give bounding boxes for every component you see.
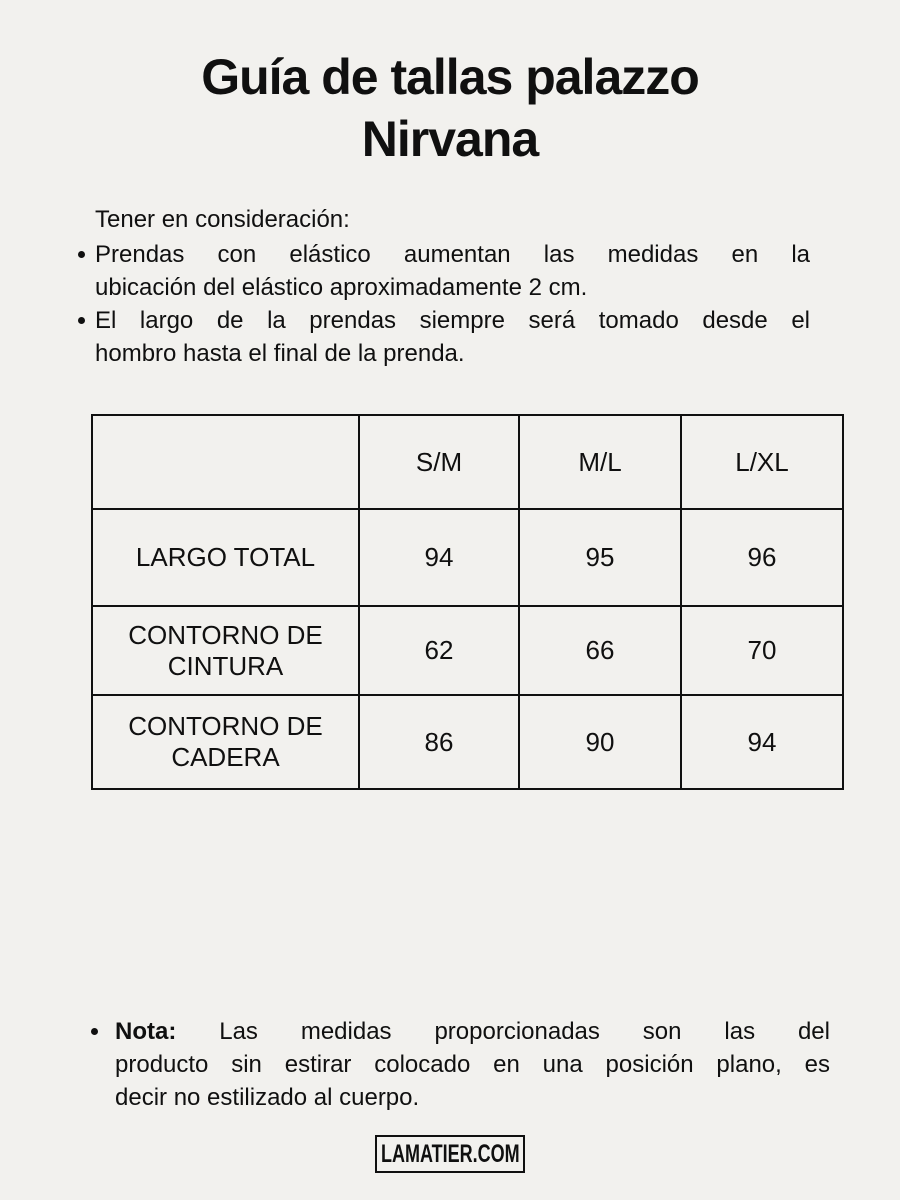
row-label-line: CONTORNO DE: [128, 619, 323, 650]
brand-wordmark: LAMATIER.COM: [380, 1139, 520, 1168]
note-section: Nota: Las medidas proporcionadas son las…: [91, 1015, 830, 1114]
row-label-contorno-cintura: CONTORNO DE CINTURA: [91, 605, 360, 696]
column-header-lxl: L/XL: [680, 414, 844, 510]
row-label-contorno-cadera: CONTORNO DE CADERA: [91, 694, 360, 790]
row-label-line: CADERA: [171, 742, 280, 772]
table-cell: 62: [358, 605, 520, 696]
note-line1-rest: Las medidas proporcionadas son las del: [219, 1018, 830, 1045]
corner-cell: [91, 414, 360, 510]
column-header-ml: M/L: [518, 414, 682, 510]
note-text-line: Nota: Las medidas proporcionadas son las…: [115, 1015, 830, 1048]
table-header-row: S/M M/L L/XL: [91, 414, 844, 510]
table-cell: 96: [680, 508, 844, 607]
row-label-line: CINTURA: [167, 650, 284, 681]
page-title-line2: Nirvana: [361, 111, 539, 167]
table-row: CONTORNO DE CINTURA 62 66 70: [91, 605, 844, 696]
list-item: Prendas con elástico aumentan las medida…: [78, 238, 810, 304]
considerations-heading: Tener en consideración:: [95, 206, 350, 233]
bullet-text-line: ubicación del elástico aproximadamente 2…: [95, 274, 588, 301]
considerations-list: Prendas con elástico aumentan las medida…: [78, 238, 810, 370]
bullet-text-line: hombro hasta el final de la prenda.: [95, 340, 465, 367]
column-header-sm: S/M: [358, 414, 520, 510]
table-cell: 70: [680, 605, 844, 696]
table-row: CONTORNO DE CADERA 86 90 94: [91, 694, 844, 790]
list-item: El largo de la prendas siempre será toma…: [78, 304, 810, 370]
note-label: Nota:: [115, 1018, 177, 1045]
table-cell: 94: [358, 508, 520, 607]
page-title: Guía de tallas palazzo Nirvana: [0, 46, 900, 170]
brand-box: LAMATIER.COM: [375, 1135, 525, 1173]
table-cell: 90: [518, 694, 682, 790]
considerations-section: Tener en consideración: Prendas con elás…: [78, 203, 810, 370]
page-title-line1: Guía de tallas palazzo: [201, 49, 700, 105]
table-cell: 94: [680, 694, 844, 790]
table-row: LARGO TOTAL 94 95 96: [91, 508, 844, 607]
note-text-line: producto sin estirar colocado en una pos…: [115, 1051, 830, 1078]
bullet-text-line: Prendas con elástico aumentan las medida…: [95, 241, 810, 268]
size-table: S/M M/L L/XL LARGO TOTAL 94 95 96 CONTOR…: [91, 414, 844, 790]
row-label-line: LARGO TOTAL: [135, 542, 316, 572]
row-label-line: CONTORNO DE: [128, 711, 323, 741]
table-cell: 95: [518, 508, 682, 607]
note-text-line: decir no estilizado al cuerpo.: [115, 1084, 420, 1111]
row-label-largo-total: LARGO TOTAL: [91, 508, 360, 607]
table-cell: 86: [358, 694, 520, 790]
bullet-text-line: El largo de la prendas siempre será toma…: [95, 307, 810, 334]
table-cell: 66: [518, 605, 682, 696]
